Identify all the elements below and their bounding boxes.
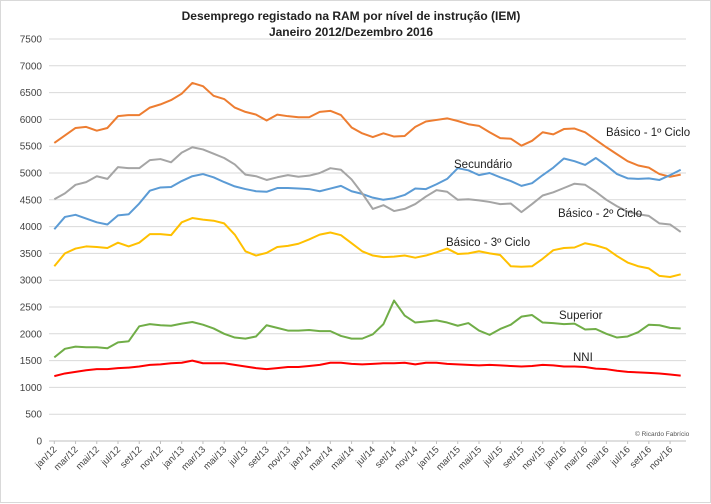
chart-title: Desemprego registado na RAM por nível de…	[182, 9, 521, 23]
x-tick-label: mar/14	[307, 444, 336, 473]
x-tick-label: mar/12	[52, 444, 81, 473]
x-tick-label: nov/15	[520, 444, 548, 472]
x-tick-label: nov/14	[392, 444, 420, 472]
x-tick-label: mai/16	[584, 444, 612, 472]
y-tick-label: 4500	[20, 195, 43, 206]
series-label-basico-3-ciclo: Básico - 3º Ciclo	[446, 237, 530, 249]
series-lines	[53, 81, 682, 378]
y-tick-label: 3500	[20, 249, 43, 260]
y-tick-label: 6000	[20, 115, 43, 126]
series-line-nni	[54, 359, 681, 378]
x-tick-label: mai/12	[74, 444, 102, 472]
x-tick-label: mai/14	[329, 444, 357, 472]
x-tick-label: mar/13	[179, 444, 208, 473]
y-tick-label: 5000	[20, 169, 43, 180]
y-tick-label: 1500	[20, 356, 43, 367]
x-axis-ticks: jan/12mar/12mai/12jul/12set/12nov/12jan/…	[33, 441, 675, 473]
series-label-secundario: Secundário	[454, 159, 512, 171]
series-line-secundario	[53, 156, 682, 230]
y-tick-label: 6500	[20, 88, 43, 99]
series-line-superior	[53, 299, 681, 359]
credit-text: © Ricardo Fabrício	[635, 430, 690, 438]
y-tick-label: 0	[36, 437, 42, 448]
y-tick-label: 2000	[20, 329, 43, 340]
y-axis-ticks: 0 500 1000 1500 2000 2500 3000 3500 4000 4500 5000…	[20, 35, 43, 448]
series-line-basico-2-ciclo	[53, 146, 682, 233]
x-tick-label: nov/16	[647, 444, 675, 472]
series-labels: Básico - 1º Ciclo Secundário Básico - 2º C…	[446, 127, 690, 364]
y-tick-label: 2500	[20, 303, 43, 314]
series-line-basico-1-ciclo	[53, 81, 681, 178]
series-label-basico-1-ciclo: Básico - 1º Ciclo	[606, 127, 690, 139]
y-tick-label: 5500	[20, 142, 43, 153]
y-tick-label: 4000	[20, 222, 43, 233]
series-label-superior: Superior	[559, 310, 603, 322]
x-tick-label: nov/12	[138, 444, 166, 472]
y-tick-label: 7500	[20, 35, 43, 46]
x-tick-label: mai/15	[456, 444, 484, 472]
gridlines	[49, 38, 686, 442]
x-tick-label: nov/13	[265, 444, 293, 472]
x-tick-label: mai/13	[201, 444, 229, 472]
chart-subtitle: Janeiro 2012/Dezembro 2016	[269, 25, 433, 39]
y-tick-label: 500	[25, 410, 42, 421]
series-line-basico-3-ciclo	[53, 217, 681, 278]
series-label-nni: NNI	[573, 352, 593, 364]
y-tick-label: 1000	[20, 383, 43, 394]
y-tick-label: 3000	[20, 276, 43, 287]
y-tick-label: 7000	[20, 61, 43, 72]
x-tick-label: mar/16	[562, 444, 591, 473]
series-label-basico-2-ciclo: Básico - 2º Ciclo	[558, 208, 642, 220]
x-tick-label: mar/15	[434, 444, 463, 473]
